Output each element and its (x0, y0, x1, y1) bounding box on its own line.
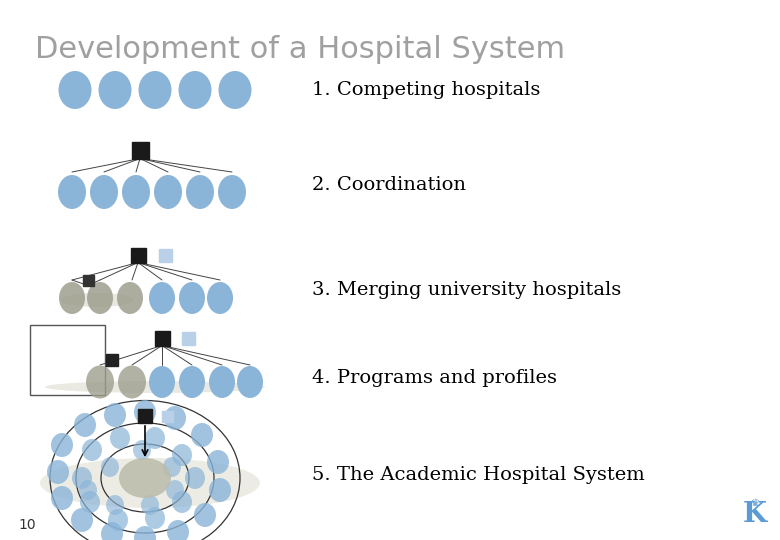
Ellipse shape (167, 520, 189, 540)
Ellipse shape (51, 433, 73, 457)
Ellipse shape (179, 71, 211, 109)
Ellipse shape (191, 423, 213, 447)
Bar (83, 274, 94, 286)
Ellipse shape (209, 478, 231, 502)
Ellipse shape (145, 427, 165, 449)
Ellipse shape (207, 450, 229, 474)
Text: K: K (743, 501, 767, 528)
Ellipse shape (101, 457, 119, 477)
Ellipse shape (47, 460, 69, 484)
Ellipse shape (71, 508, 93, 532)
Text: Development of a Hospital System: Development of a Hospital System (35, 35, 566, 64)
Text: 4. Programs and profiles: 4. Programs and profiles (312, 369, 557, 387)
Ellipse shape (108, 509, 128, 531)
Ellipse shape (72, 467, 92, 489)
Ellipse shape (179, 282, 205, 314)
Ellipse shape (61, 293, 133, 307)
Bar (106, 354, 118, 366)
Text: 3. Merging university hospitals: 3. Merging university hospitals (312, 281, 621, 299)
Ellipse shape (185, 467, 205, 489)
Ellipse shape (40, 458, 260, 508)
Ellipse shape (207, 282, 233, 314)
Bar (130, 247, 146, 262)
Bar (182, 332, 194, 345)
Ellipse shape (194, 503, 216, 527)
Ellipse shape (186, 175, 214, 209)
Bar (132, 141, 148, 159)
Ellipse shape (118, 366, 146, 399)
Ellipse shape (90, 175, 118, 209)
Ellipse shape (179, 366, 205, 398)
Ellipse shape (119, 458, 171, 498)
Ellipse shape (172, 444, 192, 466)
Ellipse shape (149, 282, 175, 314)
Ellipse shape (51, 486, 73, 510)
Ellipse shape (82, 439, 102, 461)
Ellipse shape (149, 366, 175, 398)
Ellipse shape (134, 526, 156, 540)
Ellipse shape (164, 406, 186, 430)
Ellipse shape (166, 480, 184, 500)
Ellipse shape (45, 381, 265, 393)
Ellipse shape (58, 71, 91, 109)
Bar (161, 410, 172, 422)
Ellipse shape (106, 495, 124, 515)
Ellipse shape (237, 366, 263, 398)
Bar (154, 330, 169, 346)
Ellipse shape (218, 175, 246, 209)
Ellipse shape (134, 400, 156, 424)
Text: 2. Coordination: 2. Coordination (312, 176, 466, 194)
Ellipse shape (218, 71, 251, 109)
Ellipse shape (86, 366, 114, 399)
Bar (30, 325, 105, 395)
Ellipse shape (172, 491, 192, 513)
Ellipse shape (59, 282, 85, 314)
Ellipse shape (104, 403, 126, 427)
Ellipse shape (141, 495, 159, 515)
Ellipse shape (117, 282, 143, 314)
Ellipse shape (110, 427, 130, 449)
Ellipse shape (98, 71, 132, 109)
Text: 1. Competing hospitals: 1. Competing hospitals (312, 81, 541, 99)
Ellipse shape (122, 175, 150, 209)
Ellipse shape (209, 366, 235, 398)
Text: 5. The Academic Hospital System: 5. The Academic Hospital System (312, 466, 645, 484)
Ellipse shape (133, 440, 151, 460)
Ellipse shape (79, 480, 97, 500)
Ellipse shape (80, 491, 100, 513)
Ellipse shape (101, 522, 123, 540)
Ellipse shape (154, 175, 182, 209)
Text: ♛: ♛ (750, 498, 760, 508)
Ellipse shape (58, 175, 86, 209)
Bar (138, 409, 152, 423)
Ellipse shape (74, 413, 96, 437)
Ellipse shape (145, 507, 165, 529)
Ellipse shape (139, 71, 172, 109)
Ellipse shape (163, 457, 181, 477)
Ellipse shape (87, 282, 113, 314)
Text: 10: 10 (18, 518, 36, 532)
Bar (158, 248, 172, 261)
